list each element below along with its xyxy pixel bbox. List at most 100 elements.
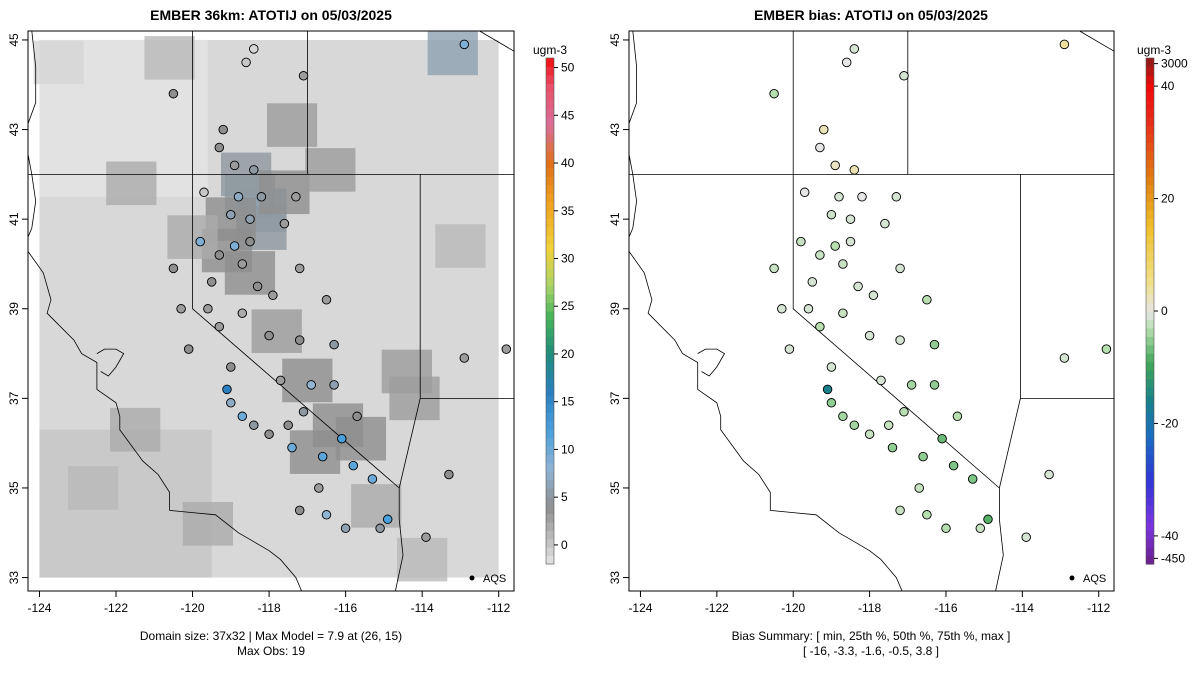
colorbar-segment xyxy=(546,496,554,506)
colorbar-segment xyxy=(1146,429,1154,439)
colorbar-segment xyxy=(546,521,554,531)
colorbar-segment xyxy=(1146,268,1154,278)
colorbar-tick-label: 10 xyxy=(561,442,575,456)
colorbar-segment xyxy=(546,386,554,396)
colorbar-segment xyxy=(1146,437,1154,447)
observation-point xyxy=(287,442,297,453)
y-tick-label: 41 xyxy=(608,212,622,226)
colorbar-segment xyxy=(546,117,554,127)
colorbar-segment xyxy=(546,243,554,253)
observation-point xyxy=(168,263,179,274)
right-map-area xyxy=(629,31,1114,591)
boundary-line-caNv xyxy=(192,31,400,489)
colorbar-segment xyxy=(1146,125,1154,135)
model-grid-cell xyxy=(182,502,233,546)
observation-point xyxy=(317,451,328,462)
observation-point xyxy=(340,523,351,534)
colorbar-segment xyxy=(546,302,554,312)
colorbar-segment xyxy=(546,488,554,498)
colorbar-segment xyxy=(546,285,554,295)
left-footer-line2: Max Obs: 19 xyxy=(237,644,305,658)
colorbar-segment xyxy=(546,454,554,464)
observation-point xyxy=(298,407,309,417)
observation-point xyxy=(321,510,332,520)
observation-point xyxy=(233,192,244,202)
model-grid-cell xyxy=(251,309,302,353)
colorbar-segment xyxy=(546,100,554,110)
y-tick-label: 43 xyxy=(608,123,622,137)
colorbar-segment xyxy=(1146,521,1154,531)
left-plot-frame xyxy=(27,30,515,592)
colorbar-segment xyxy=(1146,386,1154,396)
model-grid-cell xyxy=(224,251,276,295)
colorbar-segment xyxy=(1146,142,1154,152)
observation-point xyxy=(283,420,293,430)
colorbar-segment xyxy=(546,91,554,101)
observation-point xyxy=(337,433,347,444)
model-grid-cell xyxy=(110,407,161,452)
boundary-line-bay xyxy=(96,348,125,377)
colorbar-segment xyxy=(1146,302,1154,312)
observation-point xyxy=(838,259,848,269)
colorbar-segment xyxy=(1146,370,1154,380)
colorbar-segment xyxy=(546,344,554,354)
colorbar-segment xyxy=(1146,176,1154,186)
colorbar-segment xyxy=(546,403,554,413)
colorbar-segment xyxy=(546,125,554,135)
observation-point xyxy=(321,295,332,305)
colorbar-segment xyxy=(546,192,554,202)
observation-point xyxy=(298,71,309,81)
observation-point xyxy=(206,277,217,287)
colorbar-segment xyxy=(546,319,554,329)
boundary-line-nvAz xyxy=(398,398,421,489)
observation-point xyxy=(906,380,917,390)
colorbar-segment xyxy=(546,159,554,169)
y-tick-label: 45 xyxy=(7,33,21,47)
observation-point xyxy=(348,460,359,471)
boundary-line-coast xyxy=(629,31,903,591)
colorbar-segment xyxy=(546,547,554,557)
colorbar-segment xyxy=(546,260,554,270)
right-footer-line2: [ -16, -3.3, -1.6, -0.5, 3.8 ] xyxy=(803,644,939,658)
colorbar-segment xyxy=(546,167,554,177)
x-tick-label: -122 xyxy=(104,601,128,615)
observation-point xyxy=(275,375,286,386)
colorbar-segment xyxy=(546,226,554,236)
colorbar-segment xyxy=(1146,184,1154,194)
y-tick-label: 41 xyxy=(7,212,21,226)
observation-point xyxy=(967,474,978,484)
left-colorbar-unit: ugm-3 xyxy=(533,43,567,57)
observation-point xyxy=(822,384,833,395)
boundary-line-idMt xyxy=(1079,31,1114,52)
right-aqs-marker: AQS xyxy=(1069,573,1106,585)
colorbar-segment xyxy=(546,412,554,422)
aqs-dot xyxy=(1069,575,1075,581)
colorbar-segment xyxy=(546,353,554,363)
observation-point xyxy=(819,124,829,135)
y-tick-label: 37 xyxy=(7,391,21,405)
colorbar-tick-label: 15 xyxy=(561,395,575,409)
observation-point xyxy=(826,398,837,408)
observation-point xyxy=(1101,344,1112,354)
colorbar-segment xyxy=(546,176,554,186)
colorbar-segment xyxy=(1146,226,1154,236)
colorbar-tick-label: 40 xyxy=(1161,79,1175,93)
x-tick-label: -116 xyxy=(334,601,357,615)
observation-point xyxy=(352,411,362,422)
colorbar-tick-label: 50 xyxy=(561,61,575,75)
colorbar-segment xyxy=(546,201,554,211)
model-grid-cell xyxy=(289,430,341,474)
observation-point xyxy=(421,532,431,542)
observation-point xyxy=(983,514,993,525)
observation-point xyxy=(807,277,818,287)
model-grid-cell xyxy=(427,31,478,76)
observation-point xyxy=(249,420,259,430)
observation-point xyxy=(834,192,844,202)
colorbar-segment xyxy=(1146,150,1154,160)
colorbar-segment xyxy=(546,336,554,346)
observation-point xyxy=(176,304,186,314)
x-tick-label: -118 xyxy=(858,601,881,615)
colorbar-segment xyxy=(1146,504,1154,514)
colorbar-tick-label: 0 xyxy=(561,538,568,552)
colorbar-segment xyxy=(1146,513,1154,523)
